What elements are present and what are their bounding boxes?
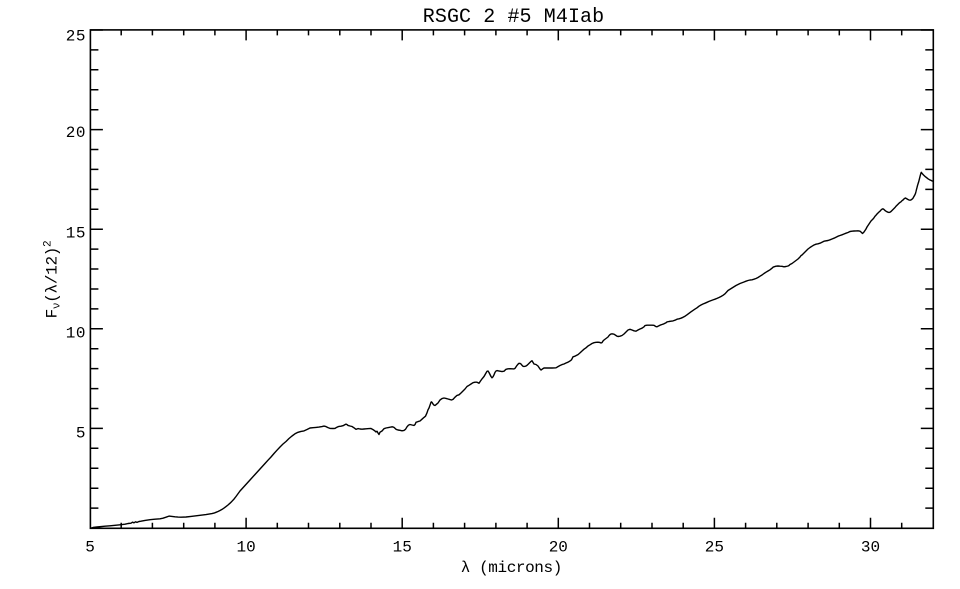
- svg-text:20: 20: [549, 539, 568, 557]
- svg-text:15: 15: [66, 225, 86, 243]
- svg-text:λ (microns): λ (microns): [461, 559, 562, 577]
- svg-text:25: 25: [705, 539, 724, 557]
- svg-text:5: 5: [76, 425, 86, 443]
- svg-text:10: 10: [66, 325, 86, 343]
- svg-text:Fν(λ/12)2: Fν(λ/12)2: [43, 241, 64, 319]
- svg-text:20: 20: [66, 124, 86, 142]
- svg-text:15: 15: [393, 539, 412, 557]
- svg-text:25: 25: [66, 28, 86, 46]
- svg-text:RSGC 2 #5 M4Iab: RSGC 2 #5 M4Iab: [423, 6, 605, 29]
- svg-text:10: 10: [236, 539, 255, 557]
- svg-text:30: 30: [861, 539, 880, 557]
- svg-text:5: 5: [85, 539, 95, 557]
